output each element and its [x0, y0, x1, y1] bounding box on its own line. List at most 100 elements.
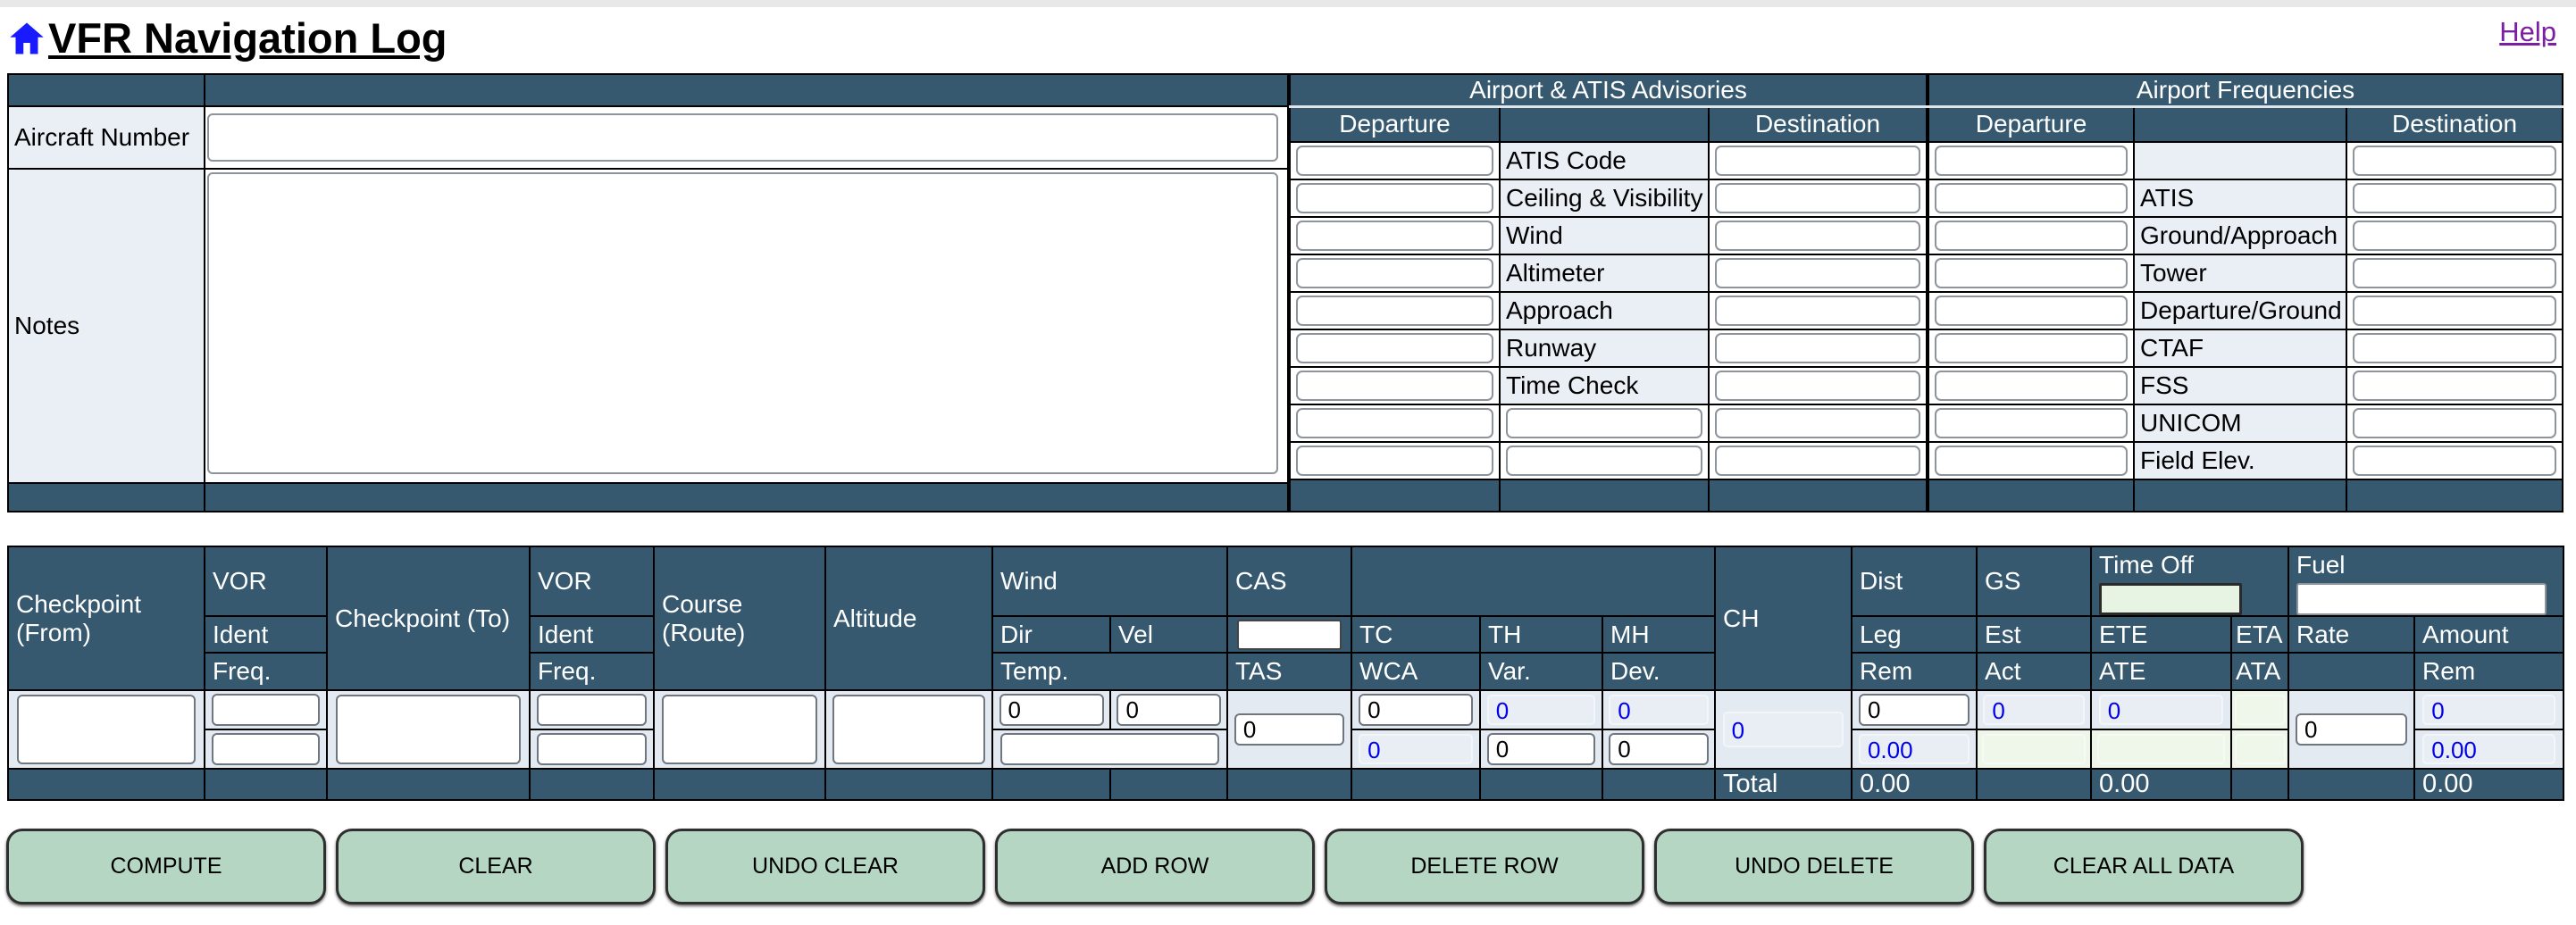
advisory-departure-input[interactable]	[1295, 446, 1494, 476]
eta-field	[2234, 695, 2286, 725]
wind-dir-input[interactable]	[999, 694, 1104, 726]
wind-vel-input[interactable]	[1117, 694, 1221, 726]
advisory-departure-input[interactable]	[1295, 183, 1494, 213]
tc-input[interactable]	[1359, 694, 1473, 726]
frequency-departure-input[interactable]	[1934, 146, 2129, 176]
aircraft-number-input[interactable]	[207, 113, 1278, 162]
delete-row-button[interactable]: DELETE ROW	[1325, 829, 1644, 904]
advisory-destination-input[interactable]	[1715, 146, 1920, 176]
fuel-cell: Fuel	[2287, 546, 2565, 617]
col-header-tc: TC	[1351, 615, 1482, 654]
checkpoint-from-input[interactable]	[16, 695, 197, 764]
col-header-vor: VOR	[529, 546, 655, 617]
advisory-departure-input[interactable]	[1295, 408, 1494, 438]
advisory-row-label: Altimeter	[1499, 254, 1710, 293]
checkpoint-to-input[interactable]	[336, 695, 521, 764]
col-header-ata: ATA	[2230, 652, 2290, 691]
col-header-est: Est	[1976, 615, 2093, 654]
col-header-tas: TAS	[1226, 652, 1353, 691]
undo-clear-button[interactable]: UNDO CLEAR	[665, 829, 985, 904]
col-header-ete: ETE	[2090, 615, 2233, 654]
advisory-departure-input[interactable]	[1295, 296, 1494, 326]
advisory-row-label: ATIS Code	[1499, 141, 1710, 180]
frequency-departure-input[interactable]	[1934, 333, 2129, 363]
advisory-departure-input[interactable]	[1295, 333, 1494, 363]
vor2-ident-input[interactable]	[536, 694, 648, 726]
frequency-row-label: Field Elev.	[2133, 441, 2348, 480]
frequency-destination-input[interactable]	[2353, 408, 2557, 438]
rate-input[interactable]	[2295, 713, 2408, 746]
aircraft-number-label: Aircraft Number	[7, 105, 205, 170]
advisory-destination-input[interactable]	[1715, 446, 1920, 476]
tas-input[interactable]	[1234, 713, 1345, 746]
frequency-departure-input[interactable]	[1934, 446, 2129, 476]
frequency-destination-input[interactable]	[2353, 146, 2557, 176]
col-header-gs: GS	[1976, 546, 2093, 617]
col-header-ate: ATE	[2090, 652, 2233, 691]
advisory-destination-input[interactable]	[1715, 333, 1920, 363]
add-row-button[interactable]: ADD ROW	[995, 829, 1315, 904]
total-fuel-value: 0.00	[2413, 768, 2565, 801]
frequency-departure-input[interactable]	[1934, 221, 2129, 251]
frequency-destination-input[interactable]	[2353, 183, 2557, 213]
altitude-input[interactable]	[832, 695, 985, 764]
frequency-departure-input[interactable]	[1934, 408, 2129, 438]
frequency-destination-input[interactable]	[2353, 371, 2557, 401]
vor1-freq-input[interactable]	[211, 733, 321, 765]
advisory-row-label: Wind	[1499, 216, 1710, 255]
frequency-destination-input[interactable]	[2353, 258, 2557, 288]
frequency-destination-input[interactable]	[2353, 296, 2557, 326]
frequency-row-label: Departure/Ground	[2133, 291, 2348, 330]
col-header-ident: Ident	[204, 615, 328, 654]
dev-input[interactable]	[1609, 733, 1709, 765]
advisory-destination-input[interactable]	[1715, 221, 1920, 251]
dist-leg-input[interactable]	[1858, 694, 1970, 726]
frequencies-destination-header: Destination	[2346, 105, 2564, 143]
advisory-destination-input[interactable]	[1715, 408, 1920, 438]
advisory-departure-input[interactable]	[1295, 146, 1494, 176]
time-off-input[interactable]	[2099, 583, 2243, 614]
advisory-destination-input[interactable]	[1715, 371, 1920, 401]
advisory-custom-label-input[interactable]	[1505, 446, 1703, 476]
frequency-destination-input[interactable]	[2353, 446, 2557, 476]
frequency-destination-input[interactable]	[2353, 333, 2557, 363]
course-input[interactable]	[661, 695, 818, 764]
frequency-destination-input[interactable]	[2353, 221, 2557, 251]
clear-button[interactable]: CLEAR	[336, 829, 656, 904]
airport-frequencies-table: Airport Frequencies Departure Destinatio…	[1928, 73, 2564, 512]
fuel-input[interactable]	[2296, 583, 2547, 614]
frequency-departure-input[interactable]	[1934, 371, 2129, 401]
frequency-departure-input[interactable]	[1934, 296, 2129, 326]
left-header-spacer	[7, 73, 205, 107]
temp-input[interactable]	[999, 733, 1220, 765]
vor1-ident-input[interactable]	[211, 694, 321, 726]
vor2-freq-input[interactable]	[536, 733, 648, 765]
advisory-destination-input[interactable]	[1715, 183, 1920, 213]
notes-textarea[interactable]	[207, 172, 1278, 474]
undo-delete-button[interactable]: UNDO DELETE	[1654, 829, 1974, 904]
help-link[interactable]: Help	[2499, 16, 2556, 47]
col-header-freq: Freq.	[204, 652, 328, 691]
home-icon[interactable]	[9, 21, 45, 56]
advisory-departure-input[interactable]	[1295, 371, 1494, 401]
frequency-departure-input[interactable]	[1934, 183, 2129, 213]
advisory-destination-input[interactable]	[1715, 296, 1920, 326]
frequency-departure-input[interactable]	[1934, 258, 2129, 288]
frequency-row-label: CTAF	[2133, 329, 2348, 368]
fuel-amount-computed-value: 0	[2422, 695, 2555, 725]
var-input[interactable]	[1486, 733, 1596, 765]
advisory-destination-input[interactable]	[1715, 258, 1920, 288]
total-dist-value: 0.00	[1851, 768, 1978, 801]
frequency-row-label: ATIS	[2133, 179, 2348, 218]
total-ete-value: 0.00	[2090, 768, 2233, 801]
advisory-departure-input[interactable]	[1295, 221, 1494, 251]
col-header-act: Act	[1976, 652, 2093, 691]
advisory-custom-label-input[interactable]	[1505, 408, 1703, 438]
cas-input[interactable]	[1237, 619, 1342, 650]
cas-input-cell	[1226, 615, 1353, 654]
advisories-title: Airport & ATIS Advisories	[1288, 73, 1928, 108]
advisory-departure-input[interactable]	[1295, 258, 1494, 288]
compute-button[interactable]: COMPUTE	[6, 829, 326, 904]
clear-all-data-button[interactable]: CLEAR ALL DATA	[1984, 829, 2304, 904]
gs-act-field	[1982, 734, 2086, 764]
